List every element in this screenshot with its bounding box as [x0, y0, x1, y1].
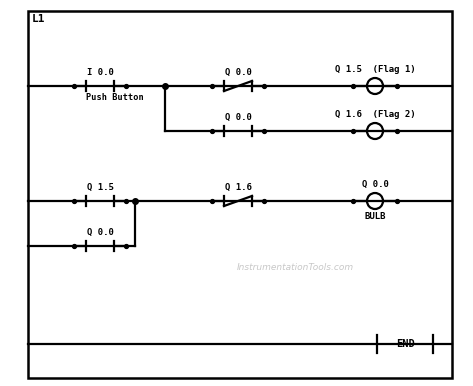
Text: Q 0.0: Q 0.0	[225, 68, 252, 77]
FancyBboxPatch shape	[28, 11, 452, 378]
Text: Q 1.5: Q 1.5	[87, 183, 114, 192]
Text: BULB: BULB	[364, 212, 386, 221]
Text: Q 0.0: Q 0.0	[225, 113, 252, 122]
Text: END: END	[395, 339, 414, 349]
Text: Q 0.0: Q 0.0	[87, 228, 114, 237]
Text: InstrumentationTools.com: InstrumentationTools.com	[236, 264, 353, 273]
Text: I 0.0: I 0.0	[87, 68, 114, 77]
Text: Q 0.0: Q 0.0	[361, 180, 388, 189]
Text: Q 1.6  (Flag 2): Q 1.6 (Flag 2)	[335, 110, 415, 119]
Text: Q 1.5  (Flag 1): Q 1.5 (Flag 1)	[335, 65, 415, 74]
Text: Push Button: Push Button	[86, 93, 144, 102]
Text: Q 1.6: Q 1.6	[225, 183, 252, 192]
Text: L1: L1	[32, 14, 45, 24]
